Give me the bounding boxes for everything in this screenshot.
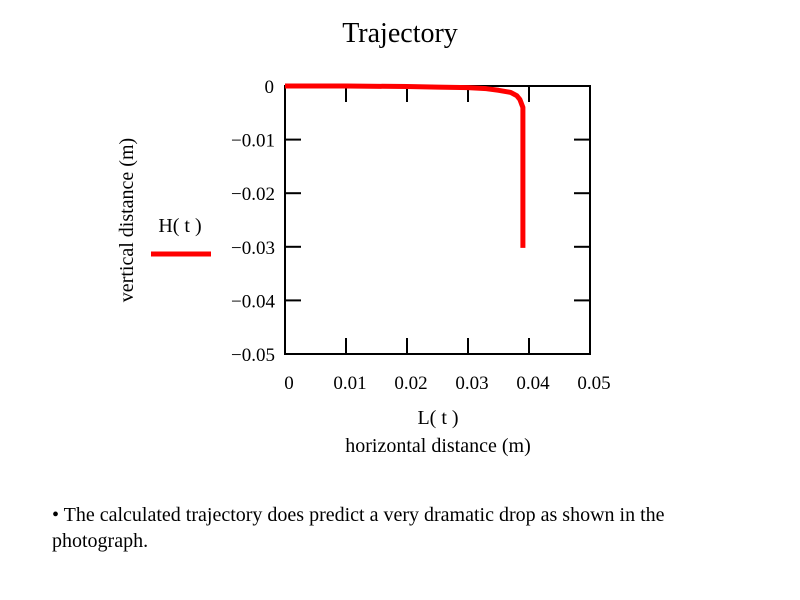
y-tick-label: −0.05 [231, 345, 275, 366]
legend-label: H( t ) [158, 215, 201, 237]
x-axis-ticks [345, 86, 530, 354]
y-tick-label: −0.01 [231, 131, 275, 152]
y-axis-ticks [285, 138, 590, 355]
y-axis-label: vertical distance (m) [116, 138, 138, 302]
chart-title: Trajectory [342, 18, 458, 49]
plot-frame [284, 85, 591, 355]
x-tick-label: 0.01 [333, 373, 366, 394]
bullet-note: • The calculated trajectory does predict… [52, 504, 665, 552]
y-tick-label: −0.02 [231, 184, 275, 205]
y-tick-label: −0.03 [231, 238, 275, 259]
x-axis-tick-labels: 0 0.01 0.02 0.03 0.04 0.05 [284, 373, 610, 394]
x-axis-variable-label: L( t ) [417, 407, 458, 429]
x-tick-label: 0.05 [577, 373, 610, 394]
x-tick-label: 0.04 [516, 373, 550, 394]
trajectory-series-line [285, 83, 526, 248]
x-tick-label: 0.02 [394, 373, 427, 394]
y-tick-label: −0.04 [231, 291, 275, 312]
y-axis-tick-labels: 0 −0.01 −0.02 −0.03 −0.04 −0.05 [231, 77, 275, 366]
x-tick-label: 0 [284, 373, 294, 394]
x-axis-label: horizontal distance (m) [345, 435, 531, 457]
x-tick-label: 0.03 [455, 373, 488, 394]
y-tick-label: 0 [265, 77, 275, 98]
